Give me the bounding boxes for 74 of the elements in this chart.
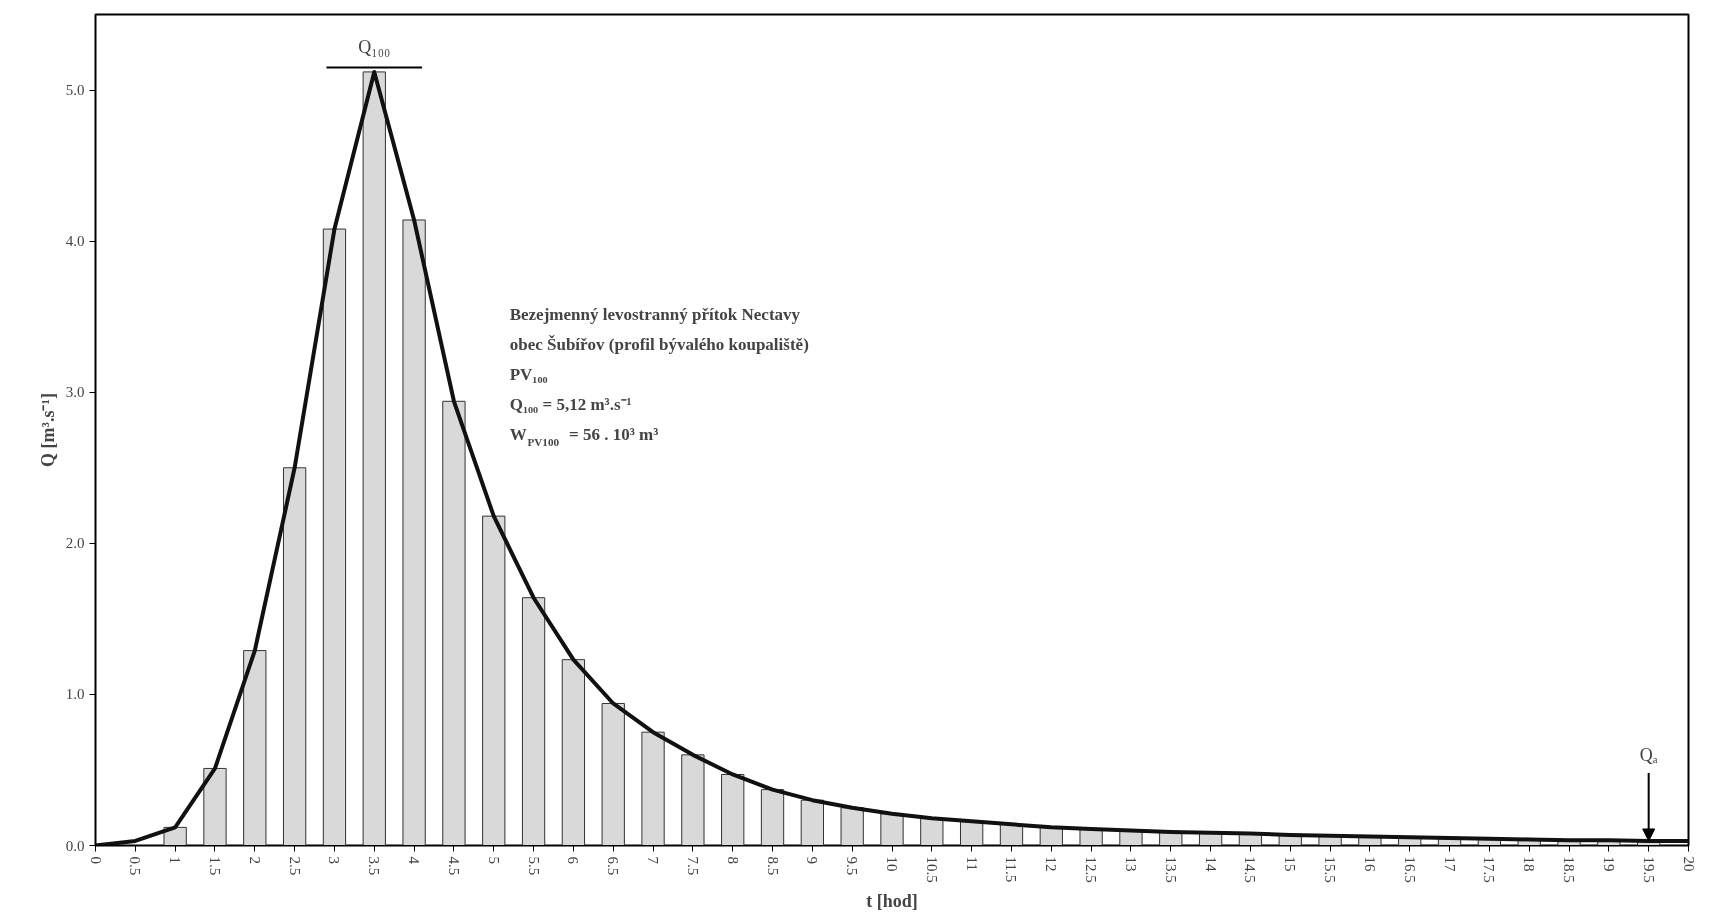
x-tick-label: 13	[1122, 856, 1139, 872]
bar	[362, 71, 386, 846]
x-tick-label: 1.5	[206, 856, 223, 876]
x-tick-label: 19	[1600, 856, 1617, 872]
x-tick-label: 7	[645, 856, 662, 865]
bar	[203, 767, 227, 846]
x-tick-label: 11.5	[1003, 856, 1020, 883]
bar	[800, 799, 824, 846]
x-tick-label: 3.5	[366, 856, 383, 876]
x-tick-label: 18.5	[1561, 856, 1578, 883]
bar	[840, 807, 864, 846]
annotation: Qₐ	[1639, 745, 1658, 766]
annotation: Q₁₀₀ = 5,12 m³.s⁻¹	[509, 395, 632, 415]
x-tick-label: 16.5	[1401, 856, 1418, 883]
bar	[601, 702, 625, 846]
ref-line-label: Q₁₀₀	[358, 37, 391, 58]
bar	[681, 754, 705, 846]
x-tick-label: 1	[167, 856, 184, 864]
x-tick-label: 0.5	[127, 856, 144, 876]
x-tick-label: 16	[1361, 856, 1378, 872]
y-axis-title: Q [m³.s⁻¹]	[37, 393, 58, 467]
bar	[561, 659, 586, 846]
y-tick-label: 1.0	[65, 686, 85, 703]
x-tick-label: 8.5	[764, 856, 781, 876]
x-tick-label: 2.5	[286, 856, 303, 876]
x-tick-label: 2	[246, 856, 263, 864]
bar	[920, 817, 944, 846]
x-tick-label: 0	[87, 856, 104, 864]
x-tick-label: 6	[565, 856, 582, 865]
annotation: Bezejmenný levostranný přítok Nectavy	[509, 305, 801, 325]
x-tick-label: 20	[1680, 856, 1697, 872]
x-tick-label: 15	[1282, 856, 1299, 872]
x-tick-label: 5	[485, 856, 502, 864]
x-tick-label: 14	[1202, 856, 1219, 872]
y-tick-label: 3.0	[65, 384, 85, 401]
y-tick-label: 2.0	[65, 535, 85, 552]
x-tick-label: 17	[1441, 856, 1458, 872]
x-tick-label: 13.5	[1162, 856, 1179, 883]
bar	[402, 219, 426, 846]
bar	[482, 515, 506, 846]
x-tick-label: 17.5	[1481, 856, 1498, 883]
x-tick-label: 11	[963, 856, 980, 871]
x-tick-label: 7.5	[684, 856, 701, 876]
bar	[322, 228, 347, 846]
x-axis-title: t [hod]	[866, 890, 918, 911]
x-tick-label: 12.5	[1083, 856, 1100, 883]
bar	[521, 597, 546, 846]
annotation: obec Šubířov (profil bývalého koupaliště)	[509, 335, 809, 355]
x-tick-label: 4.5	[445, 856, 462, 876]
x-tick-label: 10	[884, 856, 900, 872]
y-tick-label: 0.0	[65, 837, 85, 854]
bar	[880, 813, 904, 846]
bar	[442, 400, 466, 846]
x-tick-label: 6.5	[605, 856, 622, 876]
x-tick-label: 8	[724, 856, 741, 864]
bar	[282, 467, 307, 846]
annotation: PV₁₀₀	[509, 365, 548, 385]
y-tick-label: 5.0	[65, 82, 85, 99]
x-tick-label: 18	[1521, 856, 1538, 872]
x-tick-label: 9	[804, 856, 821, 864]
x-tick-label: 12	[1043, 856, 1060, 872]
x-tick-label: 15.5	[1322, 856, 1339, 883]
bar	[721, 773, 745, 846]
x-tick-label: 14.5	[1242, 856, 1259, 883]
y-tick-label: 4.0	[65, 233, 85, 250]
x-tick-label: 5.5	[525, 856, 542, 876]
x-tick-label: 3	[326, 856, 343, 864]
x-tick-label: 10.5	[923, 856, 940, 883]
x-tick-label: 19.5	[1640, 856, 1657, 883]
bar	[243, 650, 267, 846]
x-tick-label: 4	[406, 856, 423, 865]
x-tick-label: 9.5	[844, 856, 861, 876]
bar	[641, 731, 665, 846]
bar	[760, 789, 785, 846]
